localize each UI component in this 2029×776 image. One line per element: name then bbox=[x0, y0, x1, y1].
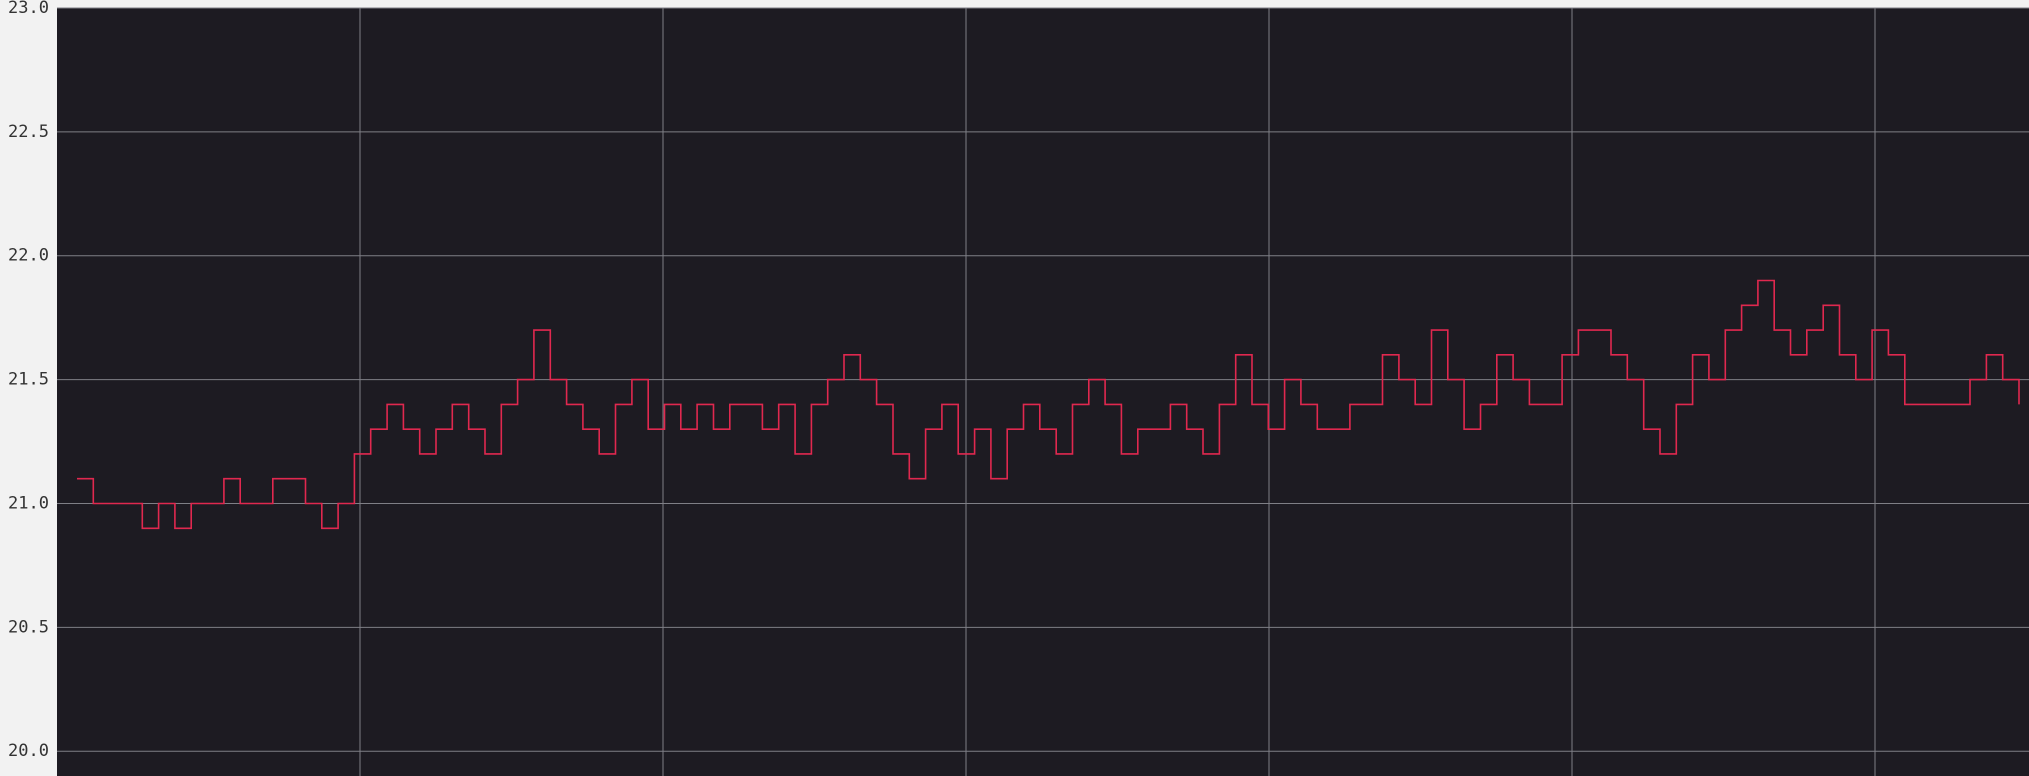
y-tick-label: 21.0 bbox=[8, 493, 49, 513]
series-line bbox=[77, 279, 2020, 530]
y-axis: 20.0 20.5 21.0 21.5 22.0 22.5 23.0 bbox=[8, 0, 49, 761]
y-tick-label: 20.0 bbox=[8, 741, 49, 761]
plot-area bbox=[57, 8, 2029, 776]
y-tick-label: 23.0 bbox=[8, 0, 49, 18]
grid bbox=[57, 7, 2029, 776]
y-tick-label: 20.5 bbox=[8, 617, 49, 637]
y-tick-label: 21.5 bbox=[8, 370, 49, 390]
series-group bbox=[77, 279, 2020, 530]
y-tick-label: 22.5 bbox=[8, 122, 49, 142]
y-tick-label: 22.0 bbox=[8, 246, 49, 266]
